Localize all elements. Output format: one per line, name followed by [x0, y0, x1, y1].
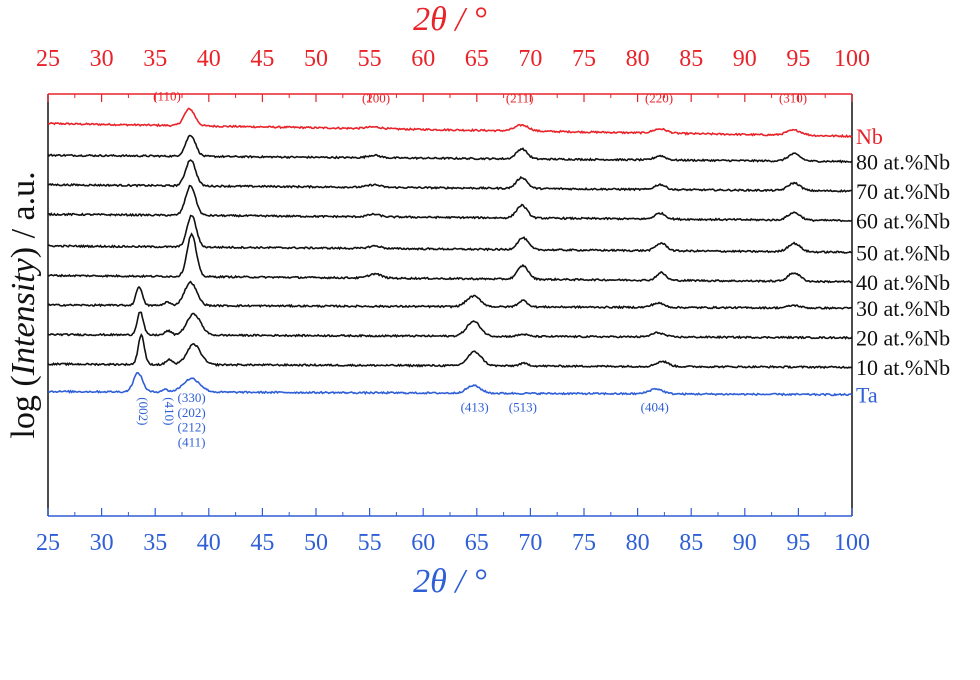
series-label: 70 at.%Nb	[856, 179, 950, 204]
tick-label: 35	[143, 530, 167, 556]
series-label: 60 at.%Nb	[856, 209, 950, 234]
series-line	[47, 134, 853, 164]
series-label: 30 at.%Nb	[856, 296, 950, 321]
series-label: 80 at.%Nb	[856, 150, 950, 175]
tick-label: 80	[626, 530, 650, 556]
curves	[47, 107, 853, 397]
tick-label: 25	[36, 46, 60, 72]
tick-label: 75	[572, 530, 596, 556]
y-axis-label: log (Intensity) / a.u.	[5, 171, 42, 438]
tick-label: 100	[834, 46, 870, 72]
ylabel-prefix: log (	[5, 375, 42, 438]
series-label: 20 at.%Nb	[856, 326, 950, 351]
series-line	[47, 280, 853, 310]
tick-label: 90	[733, 530, 757, 556]
series-line	[47, 232, 853, 284]
tick-label: 65	[465, 46, 489, 72]
tick-label: 40	[197, 46, 221, 72]
axis-title: 2θ / °	[413, 563, 487, 600]
tick-label: 80	[626, 46, 650, 72]
tick-label: 90	[733, 46, 757, 72]
peak-annotation: (200)	[362, 90, 390, 105]
tick-label: 70	[518, 530, 542, 556]
bottom-axis: 25 30 35 40 45 50 55 60 65 70 75 80 85 90 95 100 2θ / °	[36, 508, 870, 600]
series-line	[47, 311, 853, 340]
peak-annotation: (212)	[178, 420, 206, 435]
peak-annotations: (110) (200) (211) (220) (310) (002) (410) (330)…	[136, 88, 807, 449]
tick-label: 65	[465, 530, 489, 556]
series-line	[48, 184, 853, 223]
tick-label: 55	[358, 530, 382, 556]
tick-label: 75	[572, 46, 596, 72]
top-axis: 25 30 35 40 45 50 55 60 65 70 75 80 85 90 95 100 2θ / °	[36, 1, 870, 102]
tick-label: 85	[679, 46, 703, 72]
tick-label: 35	[143, 46, 167, 72]
tick-label: 95	[786, 46, 810, 72]
peak-annotation: (330)	[178, 390, 206, 405]
series-label: 10 at.%Nb	[856, 355, 950, 380]
peak-annotation: (410)	[162, 397, 177, 425]
tick-label: 100	[834, 530, 870, 556]
peak-annotation: (002)	[136, 397, 151, 425]
tick-label: 60	[411, 46, 435, 72]
series-label: 50 at.%Nb	[856, 240, 950, 265]
axis-title: 2θ / °	[413, 1, 487, 38]
tick-label: 50	[304, 530, 328, 556]
ylabel-suffix: ) / a.u.	[5, 171, 42, 258]
peak-annotation: (110)	[153, 88, 181, 103]
tick-label: 85	[679, 530, 703, 556]
tick-label: 60	[411, 530, 435, 556]
series-line	[48, 214, 852, 254]
peak-annotation: (413)	[461, 399, 489, 414]
tick-label: 30	[90, 530, 114, 556]
tick-label: 50	[304, 46, 328, 72]
peak-annotation: (513)	[509, 399, 537, 414]
peak-annotation: (211)	[506, 90, 534, 105]
series-label: Ta	[856, 383, 878, 408]
peak-annotation: (202)	[178, 405, 206, 420]
tick-label: 25	[36, 530, 60, 556]
series-line	[47, 159, 852, 193]
series-line	[47, 333, 853, 370]
series-line	[47, 107, 853, 138]
tick-label: 95	[786, 530, 810, 556]
tick-label: 45	[250, 530, 274, 556]
series-label: Nb	[856, 124, 883, 149]
tick-label: 45	[250, 46, 274, 72]
peak-annotation: (310)	[779, 90, 807, 105]
tick-label: 40	[197, 530, 221, 556]
peak-annotation: (220)	[645, 90, 673, 105]
tick-label: 30	[90, 46, 114, 72]
peak-annotation: (411)	[178, 434, 206, 449]
series-label: 40 at.%Nb	[856, 270, 950, 295]
tick-label: 70	[518, 46, 542, 72]
series-line	[47, 372, 853, 397]
tick-label: 55	[358, 46, 382, 72]
ylabel-italic: Intensity	[5, 257, 42, 376]
peak-annotation: (404)	[641, 399, 669, 414]
